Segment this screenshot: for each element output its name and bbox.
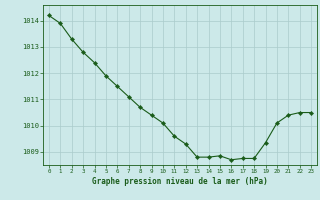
X-axis label: Graphe pression niveau de la mer (hPa): Graphe pression niveau de la mer (hPa) xyxy=(92,177,268,186)
